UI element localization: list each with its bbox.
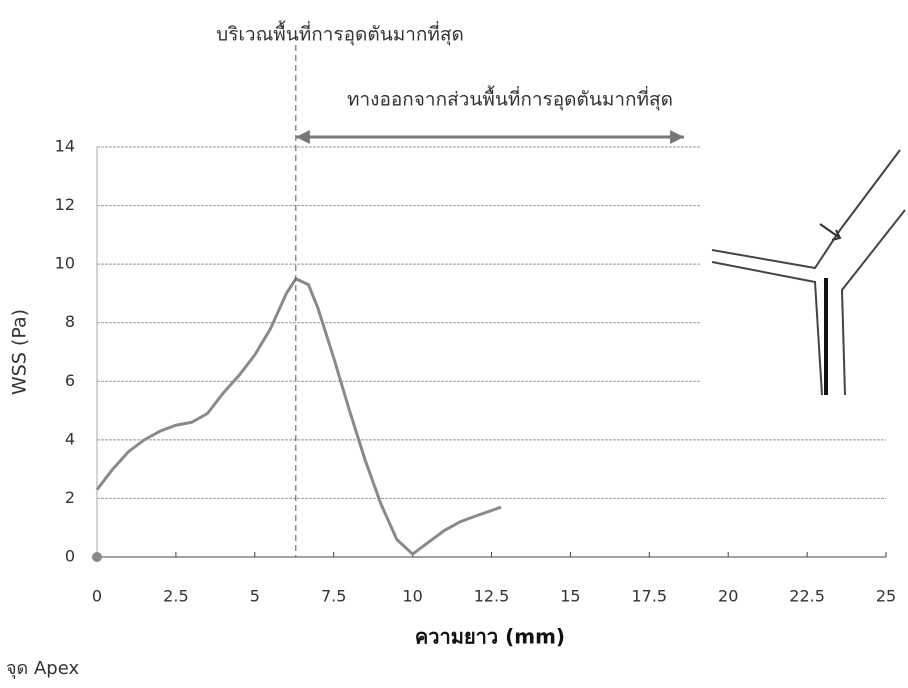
- data-line: [95, 276, 502, 557]
- x-tick-label: 20: [718, 587, 738, 606]
- x-tick-label: 7.5: [321, 587, 346, 606]
- x-tick-label: 15: [560, 587, 580, 606]
- y-tick-label: 12: [55, 195, 75, 214]
- x-axis-label: ความยาว (mm): [415, 625, 565, 649]
- y-tick-label: 2: [65, 488, 75, 507]
- y-tick-label: 0: [65, 547, 75, 566]
- x-tick-label: 22.5: [789, 587, 825, 606]
- x-tick-label: 12.5: [474, 587, 510, 606]
- x-tick-label: 0: [92, 587, 102, 606]
- apex-arrow: [819, 223, 842, 241]
- x-tick-label: 5: [250, 587, 260, 606]
- annotation: บริเวณพื้นที่การอุดตันมากที่สุด: [216, 21, 464, 47]
- footer: จุด Apex: [6, 658, 79, 679]
- y-tick-label: 4: [65, 429, 75, 448]
- x-tick-label: 17.5: [631, 587, 667, 606]
- x-tick-label: 25: [876, 587, 896, 606]
- y-tick-label: 8: [65, 312, 75, 331]
- y-tick-label: 14: [55, 137, 75, 156]
- image-backdrop: [700, 130, 900, 420]
- annotation: ทางออกจากส่วนพื้นที่การอุดตันมากที่สุด: [347, 86, 673, 112]
- vessel: [711, 149, 906, 396]
- y-axis-label: WSS (Pa): [9, 309, 31, 395]
- x-tick-label: 2.5: [163, 587, 188, 606]
- y-tick-label: 10: [55, 254, 75, 273]
- y-tick-label: 6: [65, 371, 75, 390]
- x-tick-label: 10: [402, 587, 422, 606]
- origin-dot: [92, 552, 102, 562]
